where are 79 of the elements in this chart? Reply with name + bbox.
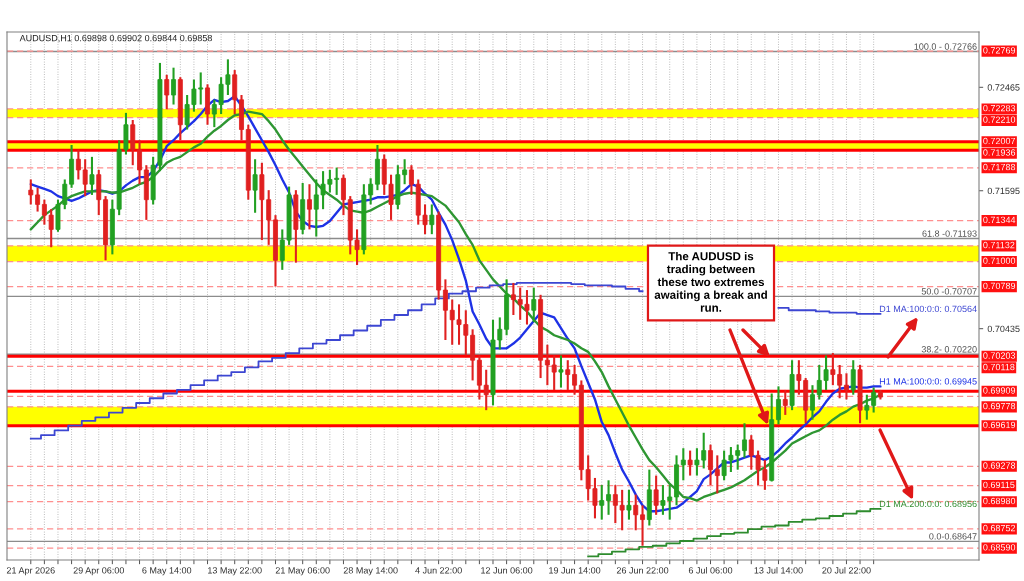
candlestick — [137, 139, 142, 186]
candlestick — [810, 384, 815, 421]
ref-line-label: 0.71936 — [983, 149, 1016, 156]
x-tick-label: 29 Apr 06:00 — [73, 567, 125, 576]
annotation: 38.2- 0.70220 — [921, 346, 977, 353]
series-label: D1 MA:200:0:0: 0.68956 — [879, 500, 977, 508]
candlestick — [606, 479, 612, 516]
ref-line-label: 0.68590 — [983, 544, 1016, 551]
candlestick — [572, 363, 578, 396]
ref-line-label: 0.72769 — [983, 47, 1016, 54]
x-tick-label: 6 May 14:00 — [142, 567, 192, 576]
candlestick — [442, 278, 448, 342]
ref-line-label: 0.70789 — [983, 282, 1016, 290]
candlestick — [483, 368, 489, 412]
annotation: The AUDUSD is trading between these two extremes awaiting a break and run. — [654, 251, 767, 312]
x-tick-label: 26 Jun 22:00 — [616, 567, 669, 574]
candlestick — [341, 173, 346, 217]
annotation: 61.8 -0.71193 — [922, 230, 977, 237]
candlestick — [844, 372, 849, 401]
ref-line-label: 0.71132 — [983, 241, 1015, 249]
y-tick-label: 0.71595 — [987, 187, 1020, 195]
ref-line-label: 0.69778 — [983, 402, 1016, 410]
ref-line-label: 0.71344 — [983, 216, 1016, 224]
candlestick — [558, 354, 564, 389]
y-tick-label: 0.72465 — [987, 84, 1020, 91]
candlestick — [633, 493, 639, 532]
candlestick — [640, 504, 645, 547]
series-label: D1 MA:100:0:0: 0.70564 — [879, 305, 977, 313]
ref-line-label: 0.71000 — [983, 257, 1016, 264]
ref-line-label: 0.72007 — [983, 137, 1016, 145]
candlestick — [708, 443, 713, 487]
chart-title: AUDUSD,H1 0.69898 0.69902 0.69844 0.69858 — [19, 34, 212, 43]
x-tick-label: 12 Jun 06:00 — [481, 567, 533, 574]
annotation: 50.0 -0.70707 — [921, 288, 977, 295]
candlestick — [307, 183, 312, 231]
x-tick-label: 6 Jul 06:00 — [688, 566, 733, 574]
candlestick — [850, 359, 856, 396]
candlestick — [687, 449, 693, 477]
candlestick — [89, 155, 95, 196]
ref-line-label: 0.68752 — [983, 524, 1016, 532]
ref-line-label: 0.71788 — [983, 163, 1016, 171]
ref-line-label: 0.70203 — [983, 352, 1016, 359]
ref-line-label: 0.70118 — [983, 363, 1015, 371]
candlestick — [680, 447, 686, 482]
candlestick — [599, 484, 605, 521]
ref-line-label: 0.72283 — [983, 104, 1016, 112]
candlestick — [164, 73, 170, 111]
x-tick-label: 20 Jul 22:00 — [822, 566, 871, 574]
ref-line-label: 0.72210 — [983, 116, 1016, 123]
annotation: 0.0-0.68647 — [929, 533, 977, 540]
candlestick — [252, 158, 258, 214]
candlestick — [171, 66, 176, 106]
candlestick — [776, 385, 781, 426]
ref-line-label: 0.69619 — [983, 421, 1016, 429]
series-label: H1 MA:100:0:0: 0.69945 — [879, 378, 977, 385]
candlestick — [782, 388, 788, 416]
x-tick-label: 21 May 06:00 — [275, 567, 330, 576]
candlestick — [565, 359, 571, 391]
candlestick — [408, 164, 414, 196]
x-tick-label: 21 Apr 2026 — [6, 567, 55, 576]
candlestick — [653, 474, 659, 516]
ref-line-label: 0.69115 — [983, 481, 1015, 489]
candlestick — [626, 488, 632, 521]
ref-line-label: 0.69278 — [983, 462, 1016, 469]
candlestick — [742, 422, 747, 459]
x-tick-label: 13 May 22:00 — [208, 567, 262, 576]
candlestick — [35, 186, 41, 213]
candlestick — [28, 178, 34, 206]
candlestick — [531, 286, 537, 324]
x-tick-label: 19 Jun 14:00 — [549, 567, 601, 574]
ref-line-label: 0.68980 — [983, 497, 1016, 505]
ref-line-label: 0.69909 — [983, 387, 1016, 394]
candlestick — [714, 454, 720, 495]
candlestick — [429, 203, 435, 236]
x-tick-label: 28 May 14:00 — [343, 567, 398, 576]
x-tick-label: 13 Jul 14:00 — [754, 566, 803, 574]
x-tick-label: 4 Jun 22:00 — [415, 567, 462, 574]
annotation: 100.0 - 0.72766 — [914, 43, 977, 50]
y-tick-label: 0.70435 — [987, 325, 1020, 333]
